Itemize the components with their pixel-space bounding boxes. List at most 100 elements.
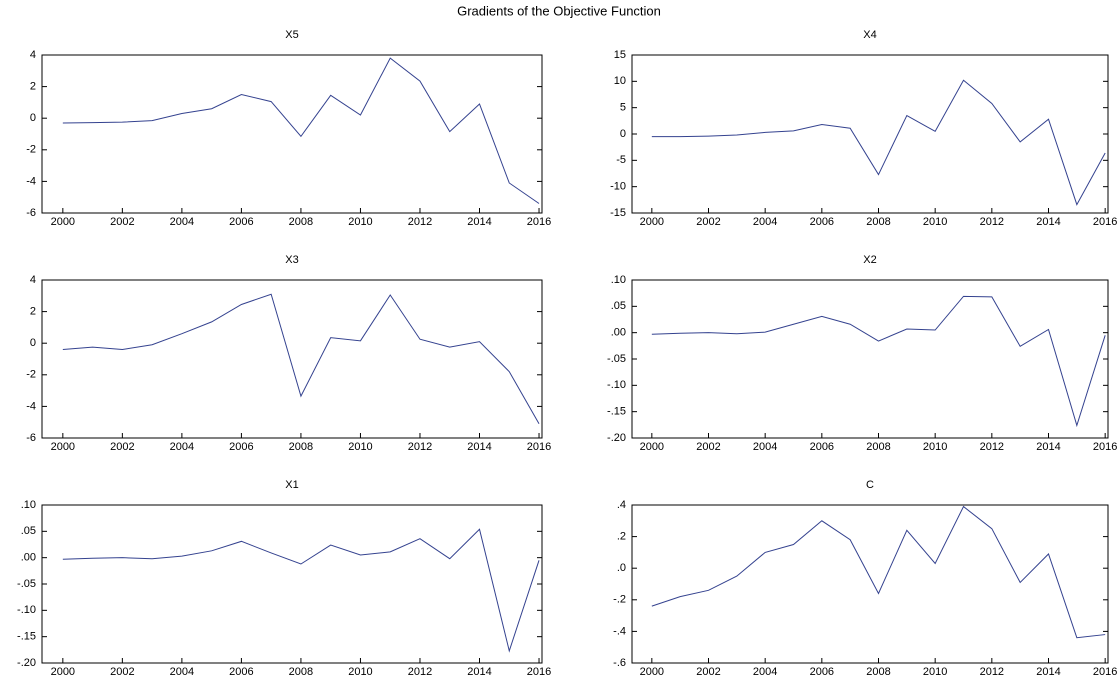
x-tick-label: 2010	[348, 441, 372, 453]
y-tick-label: -.15	[607, 406, 626, 418]
x-tick-label: 2016	[527, 441, 551, 453]
x-tick-label: 2000	[640, 441, 664, 453]
y-tick-label: 0	[30, 112, 36, 124]
y-tick-label: 4	[30, 274, 36, 286]
y-tick-label: .05	[21, 525, 36, 537]
x-tick-label: 2014	[467, 441, 491, 453]
x-tick-label: 2012	[408, 216, 432, 228]
x-tick-label: 2014	[467, 666, 491, 678]
y-tick-label: -5	[616, 154, 626, 166]
plot-frame	[631, 54, 1109, 214]
x-tick-label: 2014	[1036, 666, 1060, 678]
y-tick-label: -6	[26, 432, 36, 444]
x-tick-label: 2004	[170, 216, 194, 228]
x-tick-label: 2000	[640, 666, 664, 678]
panel-title: X1	[285, 479, 298, 491]
x-tick-label: 2006	[810, 216, 834, 228]
x-tick-label: 2004	[753, 216, 777, 228]
x-tick-label: 2010	[923, 441, 947, 453]
x-tick-label: 2016	[527, 216, 551, 228]
x-tick-label: 2014	[1036, 216, 1060, 228]
plot-frame	[631, 279, 1109, 439]
series-line	[651, 295, 1106, 428]
x-tick-label: 2006	[229, 666, 253, 678]
x-tick-label: 2016	[1093, 216, 1117, 228]
y-tick-label: -2	[26, 369, 36, 381]
x-tick-label: 2010	[348, 666, 372, 678]
series-line	[651, 79, 1106, 206]
x-tick-label: 2012	[980, 441, 1004, 453]
series-line	[62, 293, 540, 425]
x-tick-label: 2008	[866, 666, 890, 678]
y-tick-label: 10	[614, 75, 626, 87]
plot-frame	[41, 54, 543, 214]
y-tick-label: .00	[611, 327, 626, 339]
x-tick-label: 2016	[1093, 441, 1117, 453]
y-tick-label: -.10	[17, 604, 36, 616]
x-tick-label: 2010	[923, 666, 947, 678]
y-tick-label: -.4	[613, 625, 626, 637]
panel-title: X2	[863, 254, 876, 266]
x-tick-label: 2004	[170, 441, 194, 453]
y-tick-label: 15	[614, 49, 626, 61]
x-tick-label: 2012	[980, 666, 1004, 678]
y-tick-label: .2	[617, 531, 626, 543]
chart-title: Gradients of the Objective Function	[457, 3, 661, 18]
y-tick-label: -4	[26, 175, 36, 187]
x-tick-label: 2016	[1093, 666, 1117, 678]
y-tick-label: 0	[620, 128, 626, 140]
y-tick-label: .4	[617, 499, 626, 511]
x-tick-label: 2008	[289, 441, 313, 453]
series-line	[651, 505, 1106, 639]
y-tick-label: 5	[620, 102, 626, 114]
y-tick-label: -.20	[607, 432, 626, 444]
panel-title: C	[866, 479, 874, 491]
x-tick-label: 2004	[753, 441, 777, 453]
y-tick-label: -.10	[607, 379, 626, 391]
x-tick-label: 2000	[51, 666, 75, 678]
panel-title: X3	[285, 254, 298, 266]
plot-frame	[41, 279, 543, 439]
x-tick-label: 2002	[110, 666, 134, 678]
x-tick-label: 2010	[923, 216, 947, 228]
y-tick-label: -6	[26, 207, 36, 219]
y-tick-label: .10	[611, 274, 626, 286]
x-tick-label: 2004	[170, 666, 194, 678]
plot-frame	[41, 504, 543, 664]
series-line	[62, 528, 540, 653]
y-tick-label: .05	[611, 300, 626, 312]
y-tick-label: -.2	[613, 594, 626, 606]
y-tick-label: 2	[30, 81, 36, 93]
y-tick-label: -.05	[17, 578, 36, 590]
x-tick-label: 2008	[289, 666, 313, 678]
plot-frame	[631, 504, 1109, 664]
y-tick-label: .10	[21, 499, 36, 511]
series-line	[62, 57, 540, 204]
x-tick-label: 2000	[51, 216, 75, 228]
x-tick-label: 2012	[408, 666, 432, 678]
y-tick-label: -.05	[607, 353, 626, 365]
x-tick-label: 2002	[110, 216, 134, 228]
x-tick-label: 2006	[810, 441, 834, 453]
y-tick-label: -.6	[613, 657, 626, 669]
y-tick-label: 4	[30, 49, 36, 61]
x-tick-label: 2006	[229, 441, 253, 453]
panel-title: X4	[863, 29, 876, 41]
y-tick-label: 0	[30, 337, 36, 349]
x-tick-label: 2008	[866, 216, 890, 228]
y-tick-label: .0	[617, 562, 626, 574]
y-tick-label: -15	[610, 207, 626, 219]
x-tick-label: 2006	[810, 666, 834, 678]
y-tick-label: -.20	[17, 657, 36, 669]
y-tick-label: .00	[21, 552, 36, 564]
x-tick-label: 2002	[696, 216, 720, 228]
panel-title: X5	[285, 29, 298, 41]
x-tick-label: 2008	[289, 216, 313, 228]
y-tick-label: -.15	[17, 631, 36, 643]
x-tick-label: 2008	[866, 441, 890, 453]
y-tick-label: -2	[26, 144, 36, 156]
y-tick-label: -4	[26, 400, 36, 412]
x-tick-label: 2004	[753, 666, 777, 678]
x-tick-label: 2010	[348, 216, 372, 228]
